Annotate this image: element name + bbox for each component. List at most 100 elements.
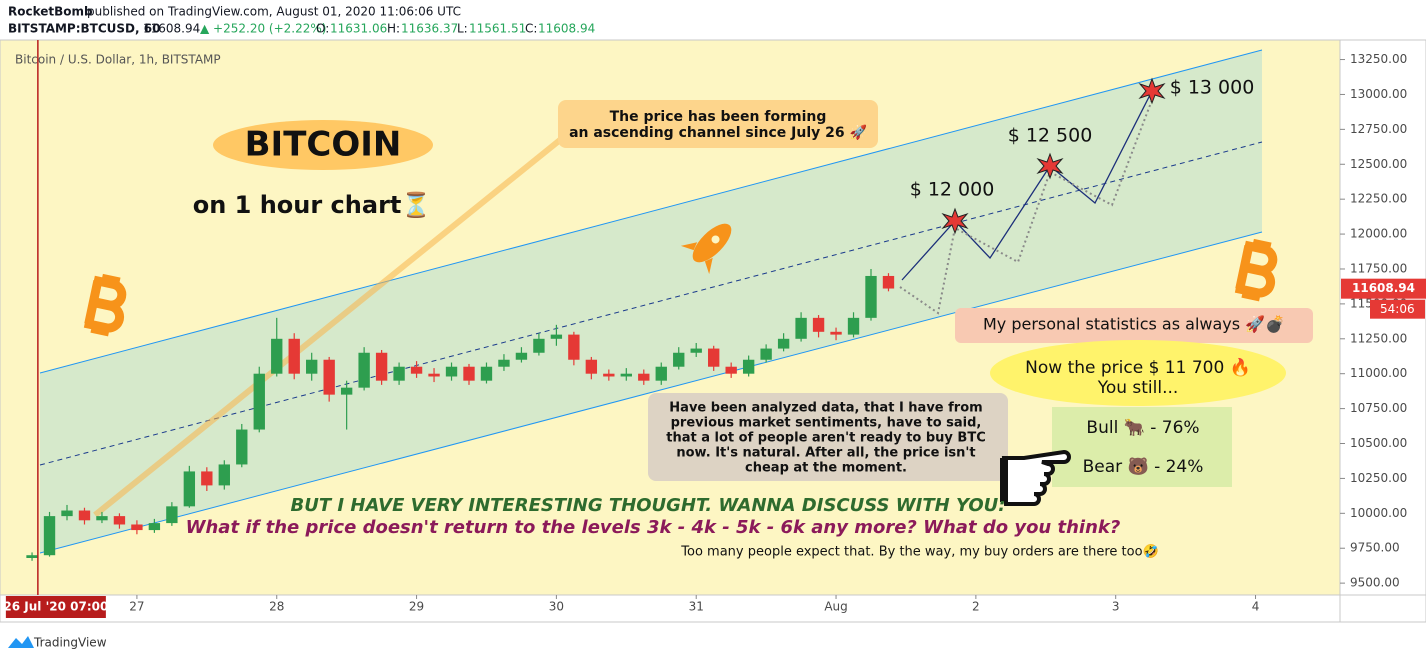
y-tick-label: 11000.00 bbox=[1350, 366, 1407, 380]
stats: My personal statistics as always 🚀💣 bbox=[983, 315, 1285, 335]
candle-body bbox=[847, 317, 860, 335]
y-tick-label: 12000.00 bbox=[1350, 227, 1407, 241]
x-tick-label: 2 bbox=[972, 600, 980, 614]
y-tick-label: 10500.00 bbox=[1350, 436, 1407, 450]
rocket-icon bbox=[680, 223, 732, 275]
bitcoin-label: BITCOIN bbox=[245, 125, 402, 165]
symbol: BITSTAMP:BTCUSD, 60 bbox=[8, 22, 160, 36]
title-ellipse bbox=[213, 120, 433, 170]
candle-body bbox=[865, 275, 877, 318]
candle-body bbox=[445, 366, 458, 377]
analysis-line: now. It's natural. After all, the price … bbox=[676, 446, 975, 461]
candle-body bbox=[550, 334, 563, 339]
candle-body bbox=[515, 352, 528, 360]
candle-body bbox=[96, 516, 108, 521]
projection-dotted bbox=[899, 99, 1153, 315]
countdown-box bbox=[1370, 299, 1425, 319]
x-tick-label: 4 bbox=[1252, 600, 1260, 614]
question: What if the price doesn't return to the … bbox=[186, 517, 1121, 538]
y-tick-label: 13250.00 bbox=[1350, 52, 1407, 66]
hand-icon bbox=[1000, 449, 1071, 506]
analysis: Have been analyzed data, that I have fro… bbox=[666, 401, 986, 476]
target: $ 12 000 bbox=[910, 179, 995, 201]
x-tick-label: 30 bbox=[549, 600, 564, 614]
c-label: C: bbox=[525, 22, 537, 36]
candle-body bbox=[777, 338, 790, 349]
analysis-line: cheap at the moment. bbox=[745, 461, 907, 476]
analysis-line: that a lot of people aren't ready to buy… bbox=[666, 431, 986, 446]
y-tick-label: 11250.00 bbox=[1350, 331, 1407, 345]
y-tick-label: 11750.00 bbox=[1350, 261, 1407, 275]
candle-body bbox=[166, 506, 178, 524]
candle-body bbox=[26, 555, 38, 558]
y-tick-label: 9750.00 bbox=[1350, 541, 1400, 555]
target: $ 12 500 bbox=[1008, 125, 1093, 147]
candle-body bbox=[183, 471, 196, 507]
tv-logo bbox=[8, 636, 34, 648]
callout-line: an ascending channel since July 26 🚀 bbox=[569, 124, 867, 141]
x-tick-label: Aug bbox=[824, 600, 847, 614]
candle-body bbox=[148, 523, 161, 531]
l-label: L: bbox=[457, 22, 468, 36]
candle-body bbox=[533, 338, 545, 353]
orders: Too many people expect that. By the way,… bbox=[680, 544, 1158, 560]
candle-body bbox=[358, 352, 370, 388]
candle-body bbox=[830, 331, 842, 335]
thought: BUT I HAVE VERY INTERESTING THOUGHT. WAN… bbox=[291, 495, 1006, 516]
candle-body bbox=[340, 387, 353, 395]
stats-box bbox=[955, 308, 1313, 343]
x-tick-label: 31 bbox=[689, 600, 704, 614]
candle-body bbox=[306, 359, 318, 374]
burst-icons bbox=[941, 77, 1166, 235]
candle-body bbox=[742, 359, 755, 374]
candle-body bbox=[323, 359, 335, 395]
candle-body bbox=[725, 366, 737, 374]
channel-bottom bbox=[39, 231, 1263, 554]
channel-mid bbox=[39, 141, 1263, 466]
analysis-box bbox=[648, 393, 1008, 481]
bitcoin-icon bbox=[83, 273, 127, 337]
y-tick-label: 10750.00 bbox=[1350, 401, 1407, 415]
candle-body bbox=[43, 516, 56, 556]
crosshair-box bbox=[5, 596, 106, 618]
bull: Bull 🐂 - 76% bbox=[1086, 418, 1199, 438]
published: published on TradingView.com, August 01,… bbox=[87, 5, 461, 19]
analysis-line: Have been analyzed data, that I have fro… bbox=[669, 401, 982, 416]
y-tick-label: 12500.00 bbox=[1350, 157, 1407, 171]
l: 11561.51 bbox=[469, 22, 526, 36]
y-tick-label: 12250.00 bbox=[1350, 192, 1407, 206]
candle-body bbox=[78, 510, 91, 521]
candle-body bbox=[603, 373, 615, 377]
x-tick-label: 29 bbox=[409, 600, 424, 614]
candle-body bbox=[375, 352, 388, 381]
candle-body bbox=[795, 317, 807, 339]
you-still: You still... bbox=[1097, 378, 1179, 398]
chart-title: Bitcoin / U.S. Dollar, 1h, BITSTAMP bbox=[15, 53, 221, 67]
candle-body bbox=[638, 373, 650, 381]
countdown: 54:06 bbox=[1380, 302, 1415, 316]
candle-body bbox=[428, 373, 440, 377]
candle-body bbox=[236, 429, 248, 465]
sentiment-box bbox=[1052, 407, 1232, 487]
channel-top bbox=[39, 49, 1263, 374]
analysis-line: previous market sentiments, have to said… bbox=[671, 416, 982, 431]
candle-body bbox=[410, 366, 423, 374]
candle-body bbox=[760, 348, 772, 360]
footer: TradingView bbox=[33, 636, 107, 650]
x-tick-label: 28 bbox=[269, 600, 284, 614]
candle-body bbox=[113, 516, 126, 525]
y-tick-label: 13000.00 bbox=[1350, 87, 1407, 101]
candle-body bbox=[271, 338, 283, 374]
last-price-box bbox=[1341, 278, 1426, 299]
h-label: H: bbox=[387, 22, 400, 36]
c: 11608.94 bbox=[538, 22, 595, 36]
price: 11608.94 bbox=[143, 22, 200, 36]
y-tick-label: 10000.00 bbox=[1350, 506, 1407, 520]
price-ellipse bbox=[990, 340, 1286, 406]
candles bbox=[26, 268, 895, 561]
bitcoin-icon bbox=[1234, 238, 1278, 302]
last-price-label: 11608.94 bbox=[1352, 281, 1415, 295]
callout-line: The price has been forming bbox=[610, 109, 827, 125]
pane-border bbox=[0, 39, 1426, 623]
